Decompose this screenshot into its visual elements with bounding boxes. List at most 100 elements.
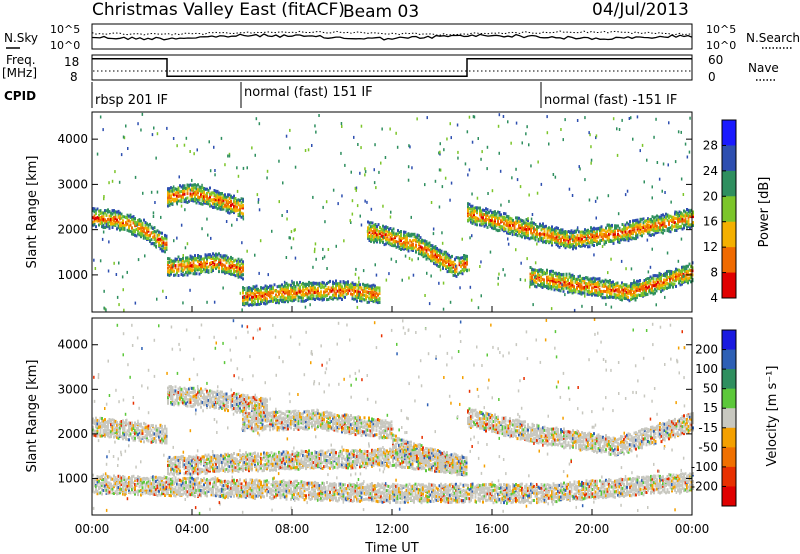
data-cell bbox=[227, 204, 229, 208]
data-cell bbox=[212, 468, 214, 472]
data-cell bbox=[639, 223, 642, 227]
data-cell bbox=[129, 427, 132, 431]
data-cell bbox=[174, 266, 177, 270]
data-cell bbox=[624, 223, 627, 227]
data-cell bbox=[213, 469, 216, 473]
data-cell bbox=[610, 295, 613, 299]
data-cell bbox=[649, 275, 652, 279]
data-cell bbox=[233, 204, 235, 208]
data-cell bbox=[467, 218, 469, 222]
data-cell bbox=[614, 224, 616, 228]
data-cell bbox=[177, 464, 180, 468]
data-cell bbox=[104, 418, 106, 422]
data-cell bbox=[118, 261, 120, 265]
data-cell bbox=[221, 266, 223, 270]
data-cell bbox=[195, 457, 198, 461]
data-cell bbox=[162, 246, 165, 250]
data-cell bbox=[593, 234, 595, 238]
data-cell bbox=[378, 291, 381, 295]
data-cell bbox=[513, 227, 516, 230]
data-cell bbox=[527, 219, 529, 223]
data-cell bbox=[645, 290, 647, 294]
data-cell bbox=[347, 291, 349, 295]
data-cell bbox=[407, 241, 410, 245]
data-cell bbox=[647, 228, 649, 232]
data-cell bbox=[438, 205, 441, 209]
data-cell bbox=[345, 282, 348, 286]
data-cell bbox=[236, 265, 238, 269]
data-cell bbox=[222, 454, 225, 458]
data-cell bbox=[341, 194, 343, 198]
data-cell bbox=[637, 286, 640, 290]
data-cell bbox=[627, 295, 629, 299]
data-cell bbox=[641, 226, 643, 230]
data-cell bbox=[162, 434, 165, 438]
data-cell bbox=[486, 225, 489, 229]
data-cell bbox=[195, 257, 198, 260]
data-cell bbox=[99, 216, 102, 219]
data-cell bbox=[182, 461, 184, 465]
data-cell bbox=[99, 416, 102, 420]
data-cell bbox=[285, 298, 288, 302]
data-cell bbox=[191, 472, 193, 476]
data-cell bbox=[439, 152, 441, 156]
data-cell bbox=[532, 234, 534, 238]
data-cell bbox=[186, 457, 189, 461]
data-cell bbox=[551, 238, 553, 242]
data-cell bbox=[92, 220, 94, 224]
data-cell bbox=[95, 225, 97, 229]
data-cell bbox=[107, 425, 109, 429]
data-cell bbox=[194, 269, 196, 273]
data-cell bbox=[212, 453, 214, 457]
data-cell bbox=[203, 197, 205, 201]
data-cell bbox=[107, 434, 109, 438]
data-cell bbox=[194, 466, 196, 470]
data-cell bbox=[669, 285, 671, 289]
data-cell bbox=[448, 259, 450, 263]
data-cell bbox=[197, 459, 199, 463]
data-cell bbox=[636, 225, 639, 229]
data-cell bbox=[125, 223, 127, 227]
data-cell bbox=[430, 256, 432, 260]
data-cell bbox=[177, 459, 180, 462]
data-cell bbox=[666, 275, 668, 279]
data-cell bbox=[222, 263, 225, 267]
data-cell bbox=[659, 217, 661, 221]
data-cell bbox=[162, 237, 165, 241]
data-cell bbox=[547, 287, 550, 291]
data-cell bbox=[155, 424, 157, 428]
data-cell bbox=[344, 295, 346, 299]
data-cell bbox=[374, 296, 376, 300]
data-cell bbox=[227, 202, 229, 206]
data-cell bbox=[564, 283, 566, 286]
data-cell bbox=[473, 215, 475, 219]
data-cell bbox=[227, 267, 229, 271]
data-cell bbox=[302, 285, 304, 289]
data-cell bbox=[607, 271, 609, 275]
data-cell bbox=[140, 235, 142, 239]
data-cell bbox=[173, 462, 175, 466]
data-cell bbox=[651, 228, 654, 232]
data-cell bbox=[646, 277, 649, 281]
data-cell bbox=[436, 248, 438, 252]
data-cell bbox=[684, 212, 687, 216]
data-cell bbox=[215, 194, 217, 198]
data-cell bbox=[194, 254, 196, 258]
data-cell bbox=[459, 286, 461, 290]
data-cell bbox=[174, 264, 177, 268]
data-cell bbox=[338, 282, 340, 286]
data-cell bbox=[178, 175, 180, 179]
data-cell bbox=[174, 455, 177, 459]
data-cell bbox=[230, 263, 232, 267]
data-cell bbox=[651, 185, 653, 189]
data-cell bbox=[234, 265, 237, 269]
data-cell bbox=[270, 297, 273, 300]
data-cell bbox=[294, 291, 297, 295]
data-cell bbox=[660, 286, 662, 290]
data-cell bbox=[374, 292, 376, 296]
colorbar-tick-label: 24 bbox=[703, 164, 718, 178]
data-cell bbox=[308, 289, 310, 293]
data-cell bbox=[174, 273, 177, 277]
data-cell bbox=[338, 296, 340, 300]
data-cell bbox=[234, 258, 237, 262]
